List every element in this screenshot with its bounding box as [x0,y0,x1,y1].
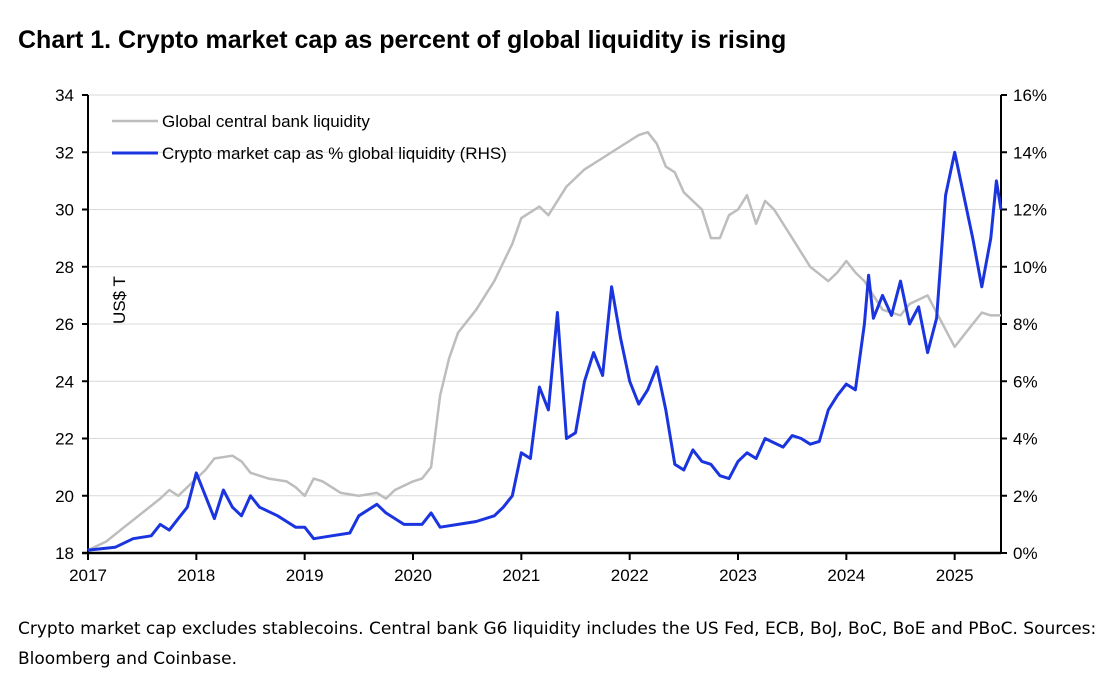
legend-label: Crypto market cap as % global liquidity … [162,144,507,163]
x-tick-label: 2024 [827,566,865,585]
x-tick-label: 2018 [177,566,215,585]
y2-tick-label: 12% [1013,201,1047,220]
y2-tick-label: 2% [1013,487,1038,506]
y2-tick-label: 16% [1013,86,1047,105]
x-tick-label: 2022 [611,566,649,585]
y-tick-label: 22 [55,430,74,449]
y2-tick-label: 14% [1013,143,1047,162]
x-tick-label: 2017 [69,566,107,585]
y2-tick-label: 10% [1013,258,1047,277]
y2-tick-label: 8% [1013,315,1038,334]
x-tick-label: 2025 [936,566,974,585]
y2-tick-label: 6% [1013,372,1038,391]
y-tick-label: 30 [55,201,74,220]
series-line-crypto-share [87,150,1003,552]
y-axis-label: US$ T [110,276,129,324]
y-tick-label: 34 [55,86,74,105]
y-tick-label: 18 [55,544,74,563]
y-tick-label: 24 [55,372,74,391]
series-line-liquidity [87,130,1001,552]
y2-tick-label: 0% [1013,544,1038,563]
y-tick-label: 32 [55,143,74,162]
y-tick-label: 26 [55,315,74,334]
x-tick-label: 2019 [286,566,324,585]
x-tick-label: 2021 [502,566,540,585]
y-tick-label: 20 [55,487,74,506]
chart-title: Chart 1. Crypto market cap as percent of… [18,26,787,54]
legend-label: Global central bank liquidity [162,112,370,131]
x-tick-label: 2020 [394,566,432,585]
y-tick-label: 28 [55,258,74,277]
x-tick-label: 2023 [719,566,757,585]
footnote: Crypto market cap excludes stablecoins. … [18,619,1097,669]
y2-tick-label: 4% [1013,430,1038,449]
